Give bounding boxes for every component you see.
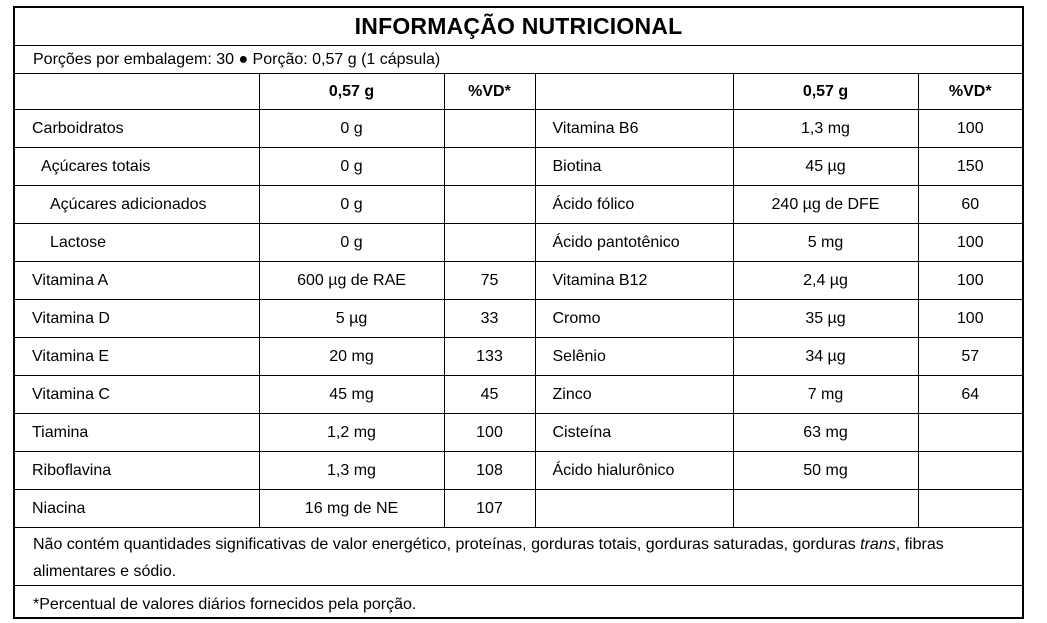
note-text-italic: trans (860, 536, 896, 553)
nutrient-vd: 60 (917, 185, 1022, 224)
nutrient-name: Vitamina A (15, 261, 260, 300)
nutrient-amount: 1,3 mg (258, 451, 445, 490)
nutrient-name: Lactose (15, 223, 260, 262)
nutrient-name: Carboidratos (15, 109, 260, 148)
nutrition-note: Não contém quantidades significativas de… (15, 528, 1022, 586)
nutrient-amount: 5 mg (732, 223, 919, 262)
header-vd-left: %VD* (443, 74, 536, 110)
nutrient-amount: 0 g (258, 223, 445, 262)
header-blank-right (534, 74, 734, 110)
nutrient-amount: 45 mg (258, 375, 445, 414)
nutrient-vd (443, 223, 536, 262)
nutrient-amount: 5 µg (258, 299, 445, 338)
table-row: Tiamina 1,2 mg 100 Cisteína 63 mg (15, 413, 1022, 452)
nutrient-amount: 2,4 µg (732, 261, 919, 300)
table-row: Vitamina E 20 mg 133 Selênio 34 µg 57 (15, 337, 1022, 376)
nutrient-name: Vitamina B12 (534, 261, 734, 300)
nutrient-vd (443, 109, 536, 148)
table-row: Carboidratos 0 g Vitamina B6 1,3 mg 100 (15, 109, 1022, 148)
nutrient-amount: 240 µg de DFE (732, 185, 919, 224)
nutrient-name: Vitamina B6 (534, 109, 734, 148)
nutrient-name: Vitamina C (15, 375, 260, 414)
header-portion-left: 0,57 g (258, 74, 445, 110)
nutrient-vd: 57 (917, 337, 1022, 376)
nutrient-name: Riboflavina (15, 451, 260, 490)
nutrient-vd: 45 (443, 375, 536, 414)
nutrient-amount: 50 mg (732, 451, 919, 490)
nutrient-name (534, 489, 734, 528)
nutrient-vd: 100 (917, 261, 1022, 300)
nutrient-vd: 150 (917, 147, 1022, 186)
nutrient-name: Açúcares totais (15, 147, 260, 186)
nutrient-amount: 35 µg (732, 299, 919, 338)
nutrition-facts-panel: INFORMAÇÃO NUTRICIONAL Porções por embal… (13, 6, 1024, 619)
daily-value-footnote: *Percentual de valores diários fornecido… (33, 596, 417, 613)
nutrient-vd: 100 (443, 413, 536, 452)
nutrient-amount: 600 µg de RAE (258, 261, 445, 300)
nutrient-vd (443, 147, 536, 186)
nutrient-name: Cisteína (534, 413, 734, 452)
note-text-start: Não contém quantidades significativas de… (33, 536, 861, 553)
nutrient-vd (443, 185, 536, 224)
nutrient-vd: 64 (917, 375, 1022, 414)
nutrient-amount: 7 mg (732, 375, 919, 414)
nutrient-amount (732, 489, 919, 528)
nutrient-name: Vitamina D (15, 299, 260, 338)
nutrient-amount: 0 g (258, 185, 445, 224)
nutrient-name: Vitamina E (15, 337, 260, 376)
nutrient-amount: 63 mg (732, 413, 919, 452)
nutrient-amount: 0 g (258, 147, 445, 186)
nutrient-amount: 20 mg (258, 337, 445, 376)
nutrient-vd: 33 (443, 299, 536, 338)
header-blank-left (15, 74, 260, 110)
nutrient-amount: 1,2 mg (258, 413, 445, 452)
header-portion-right: 0,57 g (732, 74, 919, 110)
nutrient-name: Selênio (534, 337, 734, 376)
nutrient-vd (917, 489, 1022, 528)
note-text-end: , fibras alimentares e sódio. (33, 536, 944, 580)
nutrient-name: Ácido pantotênico (534, 223, 734, 262)
nutrient-name: Açúcares adicionados (15, 185, 260, 224)
table-row: Niacina 16 mg de NE 107 (15, 489, 1022, 528)
nutrient-vd: 133 (443, 337, 536, 376)
nutrient-vd: 75 (443, 261, 536, 300)
table-row: Açúcares adicionados 0 g Ácido fólico 240 µ… (15, 185, 1022, 224)
header-vd-right: %VD* (917, 74, 1022, 110)
nutrient-vd: 100 (917, 223, 1022, 262)
panel-title: INFORMAÇÃO NUTRICIONAL (15, 8, 1022, 46)
table-row: Lactose 0 g Ácido pantotênico 5 mg 100 (15, 223, 1022, 262)
nutrient-vd: 100 (917, 299, 1022, 338)
nutrient-vd: 100 (917, 109, 1022, 148)
nutrient-vd (917, 451, 1022, 490)
table-row: Açúcares totais 0 g Biotina 45 µg 150 (15, 147, 1022, 186)
nutrient-name: Niacina (15, 489, 260, 528)
nutrient-amount: 16 mg de NE (258, 489, 445, 528)
table-row: Vitamina A 600 µg de RAE 75 Vitamina B12 2,4… (15, 261, 1022, 300)
table-header-row: 0,57 g %VD* 0,57 g %VD* (15, 74, 1022, 110)
nutrient-amount: 34 µg (732, 337, 919, 376)
nutrient-vd: 108 (443, 451, 536, 490)
nutrient-name: Tiamina (15, 413, 260, 452)
nutrient-name: Biotina (534, 147, 734, 186)
nutrient-amount: 45 µg (732, 147, 919, 186)
nutrient-vd: 107 (443, 489, 536, 528)
nutrient-name: Zinco (534, 375, 734, 414)
nutrient-amount: 0 g (258, 109, 445, 148)
nutrient-vd (917, 413, 1022, 452)
nutrient-name: Cromo (534, 299, 734, 338)
nutrient-amount: 1,3 mg (732, 109, 919, 148)
nutrient-name: Ácido hialurônico (534, 451, 734, 490)
portion-info: Porções por embalagem: 30 ● Porção: 0,57… (15, 46, 1022, 74)
nutrient-name: Ácido fólico (534, 185, 734, 224)
table-row: Vitamina C 45 mg 45 Zinco 7 mg 64 (15, 375, 1022, 414)
table-row: Riboflavina 1,3 mg 108 Ácido hialurônico 50 … (15, 451, 1022, 490)
